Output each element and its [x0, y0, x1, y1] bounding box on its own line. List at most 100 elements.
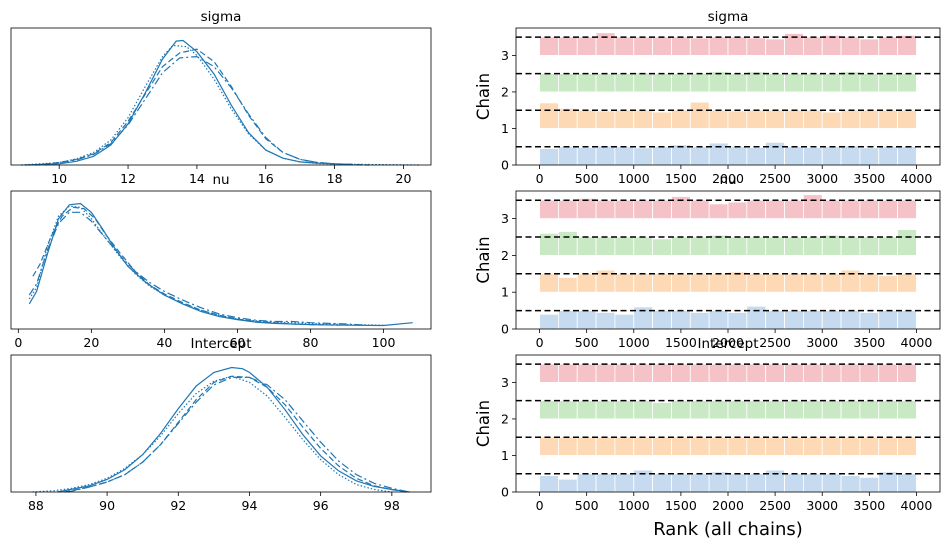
- x-tick-label: 3500: [853, 335, 885, 350]
- rank-bar: [671, 311, 690, 329]
- rank-bar: [558, 147, 577, 165]
- rank-bar: [860, 401, 879, 419]
- rank-bar: [728, 474, 747, 492]
- rank-bar: [596, 33, 615, 56]
- rank-bar: [747, 147, 766, 165]
- rank-bar: [615, 474, 634, 492]
- rank-bar: [728, 272, 747, 292]
- rank-bar: [898, 230, 917, 256]
- panel-title: Intercept: [191, 336, 252, 352]
- x-tick-label: 0: [536, 335, 544, 350]
- x-tick-label: 4000: [901, 335, 933, 350]
- rank-bar: [596, 111, 615, 129]
- rank-bar: [860, 477, 879, 492]
- rank-bar: [615, 274, 634, 292]
- rank-bar: [558, 277, 577, 292]
- rank-bar: [540, 314, 559, 329]
- x-tick-label: 2000: [712, 498, 744, 513]
- rank-bar: [785, 147, 804, 165]
- x-tick-label: 88: [28, 498, 44, 513]
- rank-bar: [709, 110, 728, 128]
- rank-bar: [540, 476, 559, 492]
- rank-bar: [596, 200, 615, 218]
- rank-bar: [709, 274, 728, 292]
- rank-bar: [728, 312, 747, 329]
- rank-bar: [747, 437, 766, 455]
- rank-bar: [558, 108, 577, 128]
- rank-bar: [634, 37, 653, 55]
- rank-bar: [860, 200, 879, 218]
- y-axis-label: Chain: [474, 236, 493, 283]
- rank-bar: [653, 311, 672, 329]
- rank-bar: [860, 364, 879, 382]
- x-tick-label: 10: [51, 171, 67, 186]
- rank-bar: [879, 37, 898, 55]
- rank-bar: [785, 74, 804, 92]
- rank-bar: [709, 204, 728, 219]
- rank-bar: [709, 437, 728, 455]
- rank-bar: [709, 37, 728, 55]
- rank-bar: [766, 311, 785, 329]
- rank-bar: [898, 74, 917, 92]
- rank-bar: [860, 39, 879, 55]
- rank-bar: [634, 200, 653, 218]
- rank-bar: [709, 364, 728, 382]
- rank-bar: [728, 37, 747, 55]
- rank-bar: [615, 437, 634, 455]
- x-tick-label: 12: [120, 171, 136, 186]
- rank-bar: [690, 147, 709, 165]
- rank-bar: [860, 274, 879, 292]
- rank-bar: [634, 237, 653, 255]
- rank-bar: [898, 200, 917, 218]
- rank-bar: [803, 311, 822, 329]
- rank-bar: [785, 401, 804, 419]
- rank-bar: [690, 237, 709, 255]
- rank-bar: [728, 437, 747, 455]
- rank-bar: [577, 237, 596, 255]
- rank-bar: [577, 364, 596, 382]
- rank-bar: [653, 402, 672, 418]
- rank-bar: [766, 39, 785, 55]
- rank-bar: [558, 231, 577, 255]
- y-tick-label: 2: [501, 411, 509, 426]
- x-tick-label: 96: [313, 498, 329, 513]
- rank-bar: [860, 437, 879, 455]
- panel-title: Intercept: [698, 336, 759, 352]
- y-tick-label: 3: [501, 48, 509, 63]
- rank-bar: [596, 74, 615, 92]
- x-tick-label: 80: [303, 335, 319, 350]
- y-tick-label: 2: [501, 84, 509, 99]
- rank-bar: [653, 474, 672, 492]
- rank-bar: [558, 401, 577, 419]
- rank-bar: [671, 145, 690, 165]
- rank-bar: [634, 364, 653, 382]
- rank-bar: [898, 311, 917, 329]
- rank-bar: [615, 364, 634, 382]
- rank-bar: [690, 102, 709, 128]
- rank-bar: [653, 364, 672, 382]
- rank-bar: [803, 274, 822, 292]
- rank-bar: [671, 474, 690, 492]
- rank-bar: [653, 437, 672, 455]
- rank-bar: [860, 74, 879, 92]
- rank-bar: [540, 103, 559, 129]
- rank-bar: [766, 274, 785, 292]
- rank-bar: [747, 72, 766, 92]
- rank-bar: [879, 237, 898, 255]
- x-tick-label: 1500: [665, 335, 697, 350]
- rank-bar: [596, 312, 615, 329]
- x-tick-label: 18: [327, 171, 343, 186]
- panel-1: 0 1 2 3 Chain 0 500 1000 1500 2000 2500 3000 3500 400…: [474, 9, 940, 186]
- density-line-dashdot: [68, 377, 410, 492]
- x-tick-label: 3000: [806, 335, 838, 350]
- rank-bar: [728, 74, 747, 92]
- y-tick-label: 3: [501, 211, 509, 226]
- rank-bar: [822, 311, 841, 329]
- rank-bar: [747, 110, 766, 128]
- x-tick-label: 16: [258, 171, 274, 186]
- rank-bar: [577, 74, 596, 92]
- density-line-dashed: [35, 49, 369, 165]
- density-line-solid: [25, 41, 352, 166]
- x-tick-label: 1500: [665, 498, 697, 513]
- rank-bar: [728, 364, 747, 382]
